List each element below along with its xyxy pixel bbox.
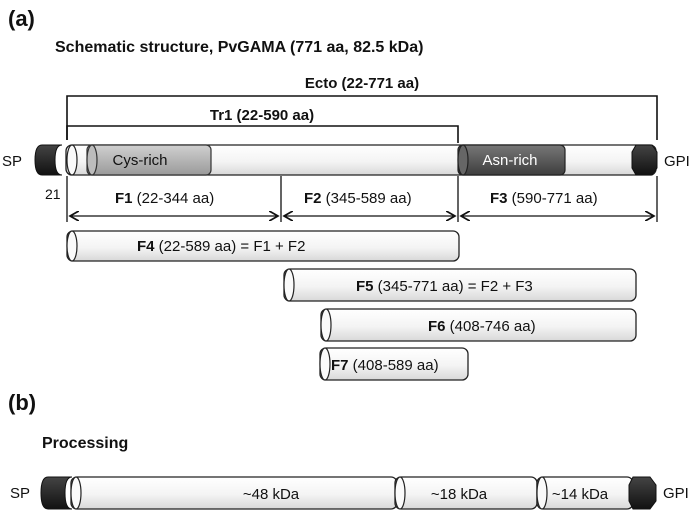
f1-label: F1 (22-344 aa) [115,190,214,207]
panel-a-label: (a) [8,6,35,31]
asn-rich-domain [457,144,566,176]
tr1-bracket [66,125,459,143]
f4-label: F4 (22-589 aa) = F1 + F2 [137,238,305,255]
panel-b-title: Processing [42,435,128,452]
f4-fragment-bar [66,230,460,262]
processing-segment-14kda [536,476,634,510]
segment-18kda-label: ~18 kDa [431,486,488,503]
processing-signal-peptide-cap [40,476,73,510]
tr1-label: Tr1 (22-590 aa) [210,107,314,124]
processing-segment-18kda [394,476,538,510]
processing-gpi-label: GPI [663,485,689,502]
position-21-label: 21 [45,186,61,202]
gpi-label: GPI [664,153,690,170]
gpi-anchor-cap [631,144,658,176]
cys-rich-domain [86,144,212,176]
f7-label: F7 (408-589 aa) [331,357,439,374]
fragment-divider-lines [66,176,658,222]
f3-label: F3 (590-771 aa) [490,190,598,207]
processing-gpi-anchor-cap [628,476,657,510]
ecto-label: Ecto (22-771 aa) [305,75,419,92]
cys-rich-label: Cys-rich [113,152,168,169]
f6-fragment-bar [320,308,637,342]
segment-48kda-label: ~48 kDa [243,486,300,503]
segment-14kda-label: ~14 kDa [552,486,609,503]
panel-a-title: Schematic structure, PvGAMA (771 aa, 82.… [55,39,423,56]
f6-label: F6 (408-746 aa) [428,318,536,335]
asn-rich-label: Asn-rich [482,152,537,169]
processing-segment-48kda [70,476,398,510]
panel-b-label: (b) [8,390,36,415]
ecto-bracket [66,95,658,140]
f7-fragment-bar [319,347,469,381]
f2-label: F2 (345-589 aa) [304,190,412,207]
f5-label: F5 (345-771 aa) = F2 + F3 [356,278,533,295]
sp-label: SP [2,153,22,170]
signal-peptide-cap [34,144,63,176]
processing-sp-label: SP [10,485,30,502]
f5-fragment-bar [283,268,637,302]
